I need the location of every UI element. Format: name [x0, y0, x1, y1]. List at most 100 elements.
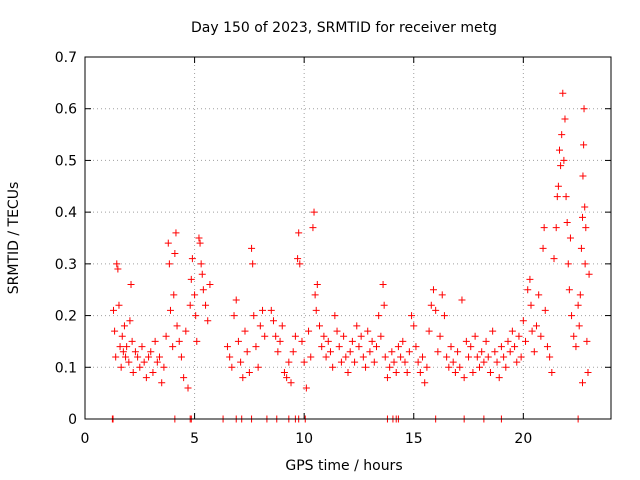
- data-point: [458, 296, 466, 304]
- data-point: [172, 229, 180, 237]
- y-tick-label: 0.3: [55, 257, 77, 273]
- data-point: [386, 363, 394, 371]
- data-point: [476, 363, 483, 371]
- data-point: [543, 343, 551, 351]
- data-point: [329, 363, 337, 371]
- data-point: [579, 213, 587, 221]
- data-point: [117, 363, 125, 371]
- data-point: [245, 368, 253, 376]
- data-point: [182, 327, 190, 335]
- data-point: [580, 105, 588, 113]
- x-axis-label: GPS time / hours: [285, 458, 402, 474]
- data-point: [500, 353, 508, 361]
- data-point: [188, 255, 196, 263]
- data-point: [166, 306, 174, 314]
- data-point: [237, 358, 245, 366]
- data-point: [581, 260, 589, 268]
- data-point: [140, 358, 148, 366]
- data-point: [484, 353, 492, 361]
- y-tick-label: 0.4: [55, 205, 77, 221]
- data-point: [340, 332, 348, 340]
- data-point: [478, 348, 486, 356]
- plot-frame: [84, 56, 612, 420]
- data-point: [436, 332, 444, 340]
- x-tick-label: 0: [81, 431, 90, 447]
- data-point: [344, 368, 352, 376]
- data-point: [515, 332, 523, 340]
- data-point: [118, 332, 126, 340]
- data-point: [429, 286, 437, 294]
- data-point: [580, 141, 588, 149]
- data-point: [295, 229, 303, 237]
- data-point: [575, 322, 583, 330]
- data-point: [405, 348, 413, 356]
- data-point: [568, 312, 576, 320]
- data-point: [116, 343, 124, 351]
- data-point: [175, 337, 183, 345]
- data-point: [261, 332, 269, 340]
- data-point: [581, 203, 589, 211]
- data-point: [570, 332, 578, 340]
- data-point: [252, 343, 260, 351]
- data-point: [359, 353, 367, 361]
- data-point: [517, 353, 525, 361]
- data-point: [267, 306, 275, 314]
- data-point: [193, 337, 201, 345]
- data-point: [131, 348, 139, 356]
- data-point: [272, 332, 280, 340]
- data-point: [324, 337, 332, 345]
- data-point: [443, 353, 451, 361]
- data-point: [191, 291, 199, 299]
- y-tick-label: 0.7: [55, 50, 77, 66]
- data-point: [552, 224, 560, 232]
- data-point: [280, 368, 288, 376]
- data-point: [198, 270, 206, 278]
- data-point: [170, 291, 178, 299]
- data-point: [230, 312, 238, 320]
- data-point: [180, 374, 188, 382]
- data-point: [449, 358, 457, 366]
- data-point: [312, 306, 320, 314]
- data-point: [368, 337, 376, 345]
- data-point: [153, 358, 161, 366]
- data-point: [353, 322, 361, 330]
- data-point: [416, 368, 424, 376]
- data-point: [186, 301, 194, 309]
- data-point: [390, 358, 398, 366]
- data-point: [583, 337, 591, 345]
- data-point: [434, 348, 442, 356]
- data-point: [579, 172, 587, 180]
- y-tick-label: 0.1: [55, 360, 77, 376]
- data-point: [576, 291, 584, 299]
- data-point: [173, 322, 181, 330]
- data-point: [197, 260, 205, 268]
- data-point: [112, 353, 120, 361]
- data-point: [128, 337, 136, 345]
- data-point: [184, 384, 192, 392]
- data-point: [192, 312, 200, 320]
- data-point: [425, 327, 433, 335]
- data-point: [177, 353, 185, 361]
- data-point: [305, 327, 313, 335]
- data-point: [120, 322, 128, 330]
- data-point: [125, 358, 133, 366]
- data-point: [522, 337, 530, 345]
- data-point: [287, 379, 295, 387]
- data-points: [108, 89, 593, 423]
- data-point: [134, 353, 142, 361]
- data-point: [412, 343, 420, 351]
- data-point: [438, 291, 446, 299]
- x-tick-label: 15: [405, 431, 423, 447]
- data-point: [445, 363, 453, 371]
- data-point: [460, 374, 468, 382]
- data-point: [380, 301, 388, 309]
- data-point: [278, 322, 286, 330]
- data-point: [223, 343, 231, 351]
- data-point: [337, 358, 345, 366]
- data-point: [513, 358, 521, 366]
- x-tick-label: 20: [514, 431, 532, 447]
- x-tick-label: 10: [295, 431, 313, 447]
- data-point: [326, 348, 334, 356]
- data-point: [519, 317, 527, 325]
